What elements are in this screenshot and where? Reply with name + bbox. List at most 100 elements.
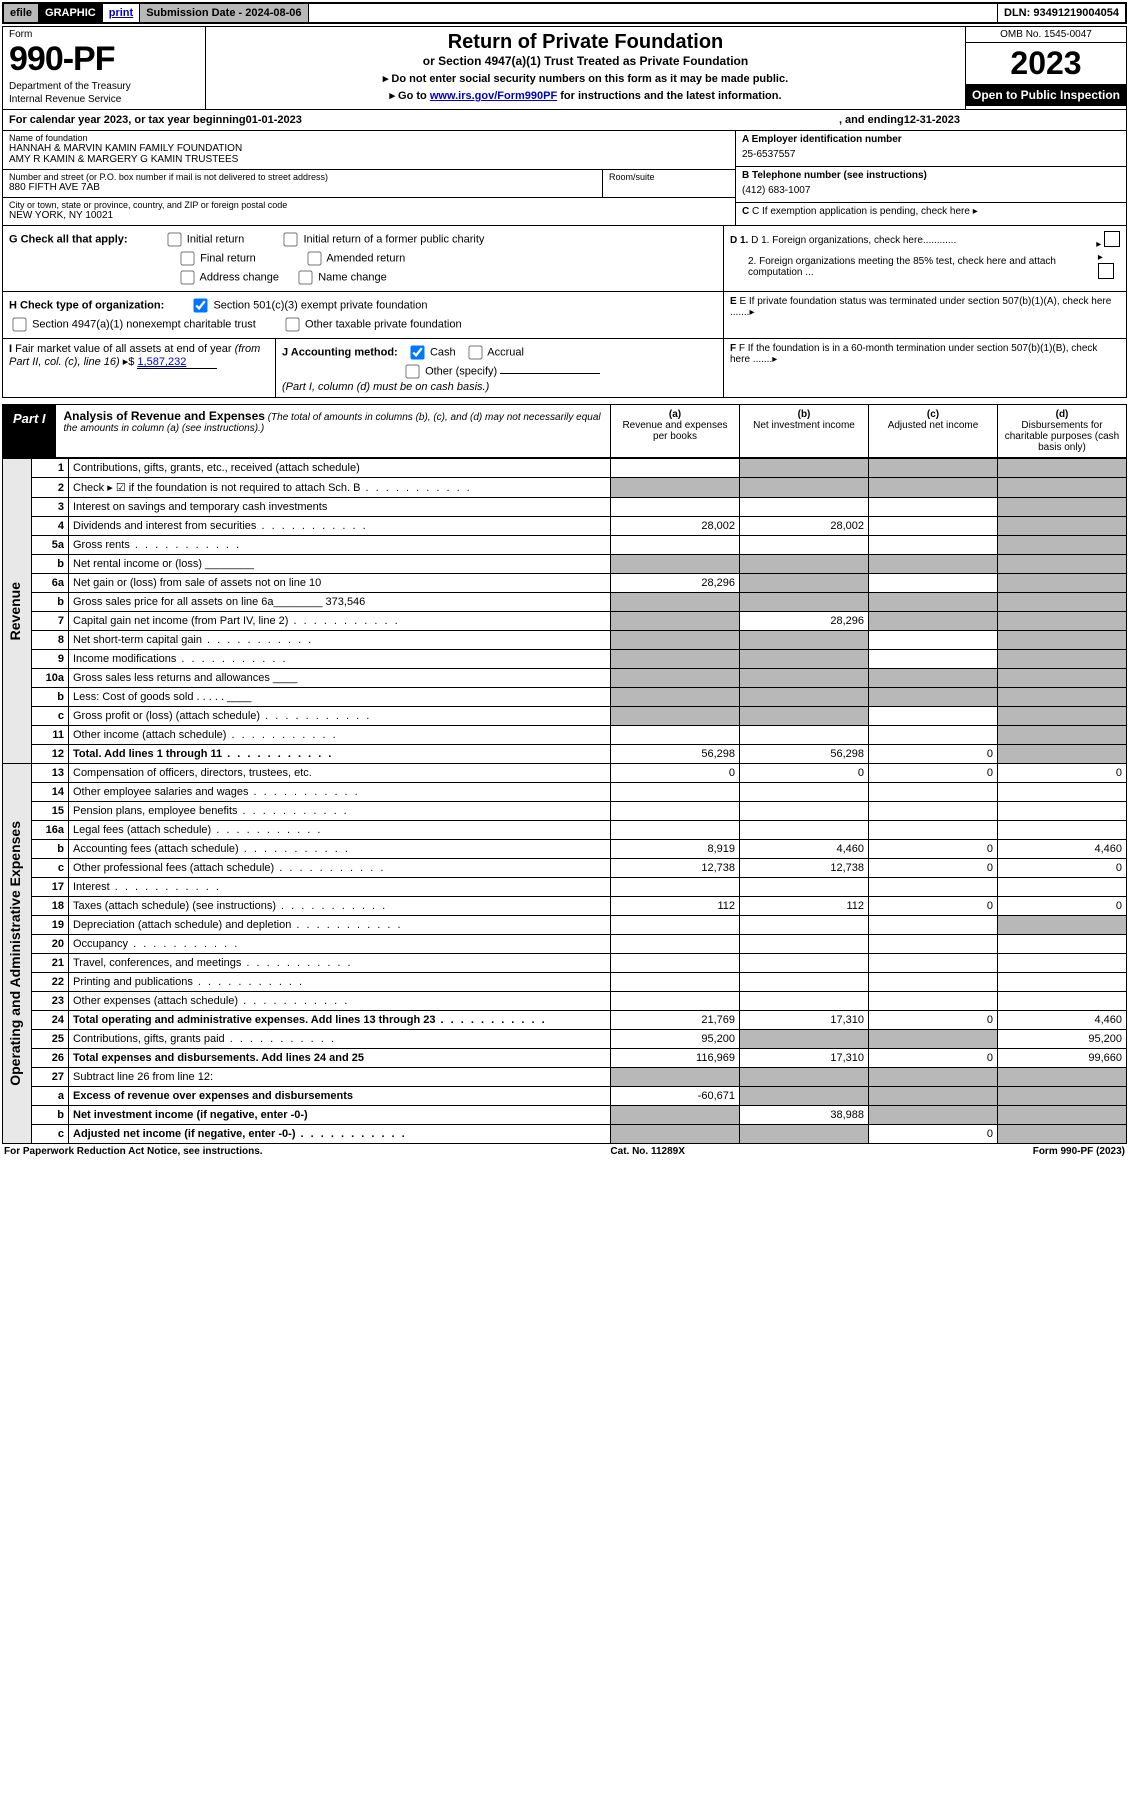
- row-number: 10a: [32, 669, 69, 688]
- table-cell: [740, 1087, 869, 1106]
- top-filler: [309, 4, 999, 22]
- fmv-link[interactable]: 1,587,232: [137, 356, 217, 369]
- other-method-check[interactable]: [405, 364, 419, 378]
- j-note: (Part I, column (d) must be on cash basi…: [282, 381, 489, 393]
- table-cell: 0: [998, 764, 1127, 783]
- form-title-block: Return of Private Foundation or Section …: [206, 27, 966, 109]
- table-cell: [611, 878, 740, 897]
- table-row: 8Net short-term capital gain: [3, 631, 1127, 650]
- row-label: Pension plans, employee benefits: [69, 802, 611, 821]
- table-cell: 12,738: [611, 859, 740, 878]
- row-number: 3: [32, 498, 69, 517]
- 501c3-check[interactable]: [194, 298, 208, 312]
- table-cell: 56,298: [740, 745, 869, 764]
- table-cell: [869, 802, 998, 821]
- address-row: Number and street (or P.O. box number if…: [3, 170, 736, 198]
- table-cell: [611, 707, 740, 726]
- row-label: Less: Cost of goods sold . . . . . ____: [69, 688, 611, 707]
- table-cell: 0: [869, 1049, 998, 1068]
- table-cell: [998, 517, 1127, 536]
- table-row: 11Other income (attach schedule): [3, 726, 1127, 745]
- row-label: Legal fees (attach schedule): [69, 821, 611, 840]
- table-cell: 0: [869, 745, 998, 764]
- table-cell: [611, 688, 740, 707]
- table-cell: [869, 1068, 998, 1087]
- table-cell: [998, 574, 1127, 593]
- phone-row: B Telephone number (see instructions) (4…: [736, 167, 1126, 203]
- d2-checkbox[interactable]: [1098, 263, 1114, 279]
- foundation-name-1: HANNAH & MARVIN KAMIN FAMILY FOUNDATION: [9, 143, 729, 154]
- table-row: 26Total expenses and disbursements. Add …: [3, 1049, 1127, 1068]
- room-suite: Room/suite: [602, 170, 735, 197]
- table-cell: [611, 1106, 740, 1125]
- table-cell: [740, 954, 869, 973]
- row-number: 17: [32, 878, 69, 897]
- row-label: Gross rents: [69, 536, 611, 555]
- table-cell: [869, 916, 998, 935]
- table-cell: [740, 916, 869, 935]
- h-c3: Other taxable private foundation: [305, 318, 462, 330]
- form-word: Form: [9, 29, 199, 40]
- table-cell: [998, 916, 1127, 935]
- table-row: 5aGross rents: [3, 536, 1127, 555]
- row-number: 21: [32, 954, 69, 973]
- other-taxable-check[interactable]: [285, 317, 299, 331]
- row-label: Dividends and interest from securities: [69, 517, 611, 536]
- table-cell: [998, 688, 1127, 707]
- amended-return-check[interactable]: [307, 251, 321, 265]
- table-cell: [998, 1087, 1127, 1106]
- row-label: Taxes (attach schedule) (see instruction…: [69, 897, 611, 916]
- d1-label: D 1. Foreign organizations, check here..…: [751, 235, 956, 246]
- footer-left: For Paperwork Reduction Act Notice, see …: [4, 1146, 263, 1157]
- table-cell: [869, 631, 998, 650]
- cash-check[interactable]: [410, 345, 424, 359]
- row-number: b: [32, 593, 69, 612]
- d2-label: 2. Foreign organizations meeting the 85%…: [730, 256, 1098, 278]
- table-row: 7Capital gain net income (from Part IV, …: [3, 612, 1127, 631]
- table-cell: [869, 935, 998, 954]
- table-cell: 112: [611, 897, 740, 916]
- row-label: Other income (attach schedule): [69, 726, 611, 745]
- row-number: 14: [32, 783, 69, 802]
- table-cell: 0: [740, 764, 869, 783]
- table-cell: [611, 992, 740, 1011]
- table-cell: [869, 1087, 998, 1106]
- form990pf-link[interactable]: www.irs.gov/Form990PF: [430, 90, 557, 102]
- table-cell: [869, 459, 998, 478]
- row-number: b: [32, 1106, 69, 1125]
- j-label: J Accounting method:: [282, 346, 398, 358]
- accrual-check[interactable]: [468, 345, 482, 359]
- j-other: Other (specify): [425, 365, 497, 377]
- print-link[interactable]: print: [103, 4, 140, 22]
- table-cell: 38,988: [740, 1106, 869, 1125]
- table-row: 18Taxes (attach schedule) (see instructi…: [3, 897, 1127, 916]
- part1-tag: Part I: [3, 405, 56, 457]
- table-cell: 17,310: [740, 1049, 869, 1068]
- page-footer: For Paperwork Reduction Act Notice, see …: [4, 1146, 1125, 1157]
- final-return-check[interactable]: [180, 251, 194, 265]
- initial-former-check[interactable]: [284, 232, 298, 246]
- table-cell: 56,298: [611, 745, 740, 764]
- table-row: cAdjusted net income (if negative, enter…: [3, 1125, 1127, 1144]
- row-number: 1: [32, 459, 69, 478]
- d1-checkbox[interactable]: [1104, 231, 1120, 247]
- row-label: Depreciation (attach schedule) and deple…: [69, 916, 611, 935]
- table-row: 19Depreciation (attach schedule) and dep…: [3, 916, 1127, 935]
- row-label: Net rental income or (loss) ________: [69, 555, 611, 574]
- table-cell: 0: [611, 764, 740, 783]
- initial-return-check[interactable]: [167, 232, 181, 246]
- table-cell: [998, 935, 1127, 954]
- addr-label: Number and street (or P.O. box number if…: [9, 172, 602, 182]
- row-number: 19: [32, 916, 69, 935]
- table-cell: [869, 536, 998, 555]
- table-row: 20Occupancy: [3, 935, 1127, 954]
- table-cell: [611, 802, 740, 821]
- table-cell: 116,969: [611, 1049, 740, 1068]
- table-cell: [740, 536, 869, 555]
- address-change-check[interactable]: [180, 270, 194, 284]
- table-cell: [998, 745, 1127, 764]
- 4947a1-check[interactable]: [12, 317, 26, 331]
- name-change-check[interactable]: [298, 270, 312, 284]
- row-label: Net gain or (loss) from sale of assets n…: [69, 574, 611, 593]
- table-cell: [611, 650, 740, 669]
